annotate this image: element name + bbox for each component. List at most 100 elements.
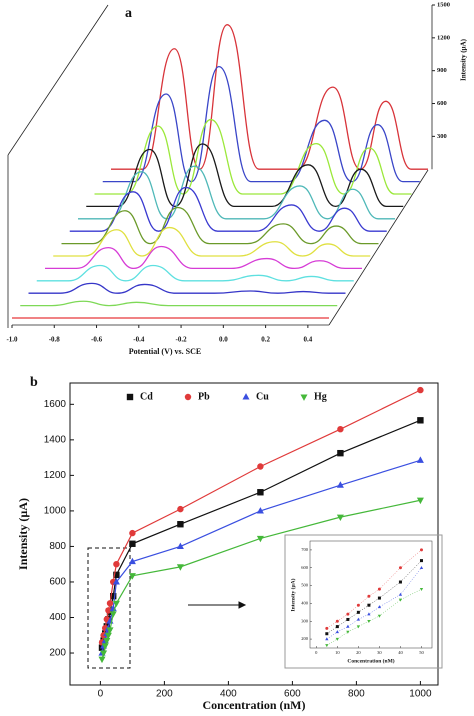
y-tick-label: 400 xyxy=(49,612,66,623)
marker xyxy=(398,580,402,584)
marker xyxy=(419,548,423,552)
x-tick-label: -0.4 xyxy=(133,336,145,344)
y-tick-label: 1000 xyxy=(44,506,67,517)
marker xyxy=(101,643,109,650)
marker xyxy=(176,542,184,549)
marker xyxy=(113,571,120,579)
x-tick-label: 200 xyxy=(156,689,173,700)
marker xyxy=(176,564,184,571)
marker xyxy=(377,614,382,618)
legend-marker xyxy=(184,393,192,401)
inset-y-tick-label: 700 xyxy=(301,547,309,552)
marker xyxy=(103,638,111,645)
legend-label: Pb xyxy=(198,391,210,402)
panel-b: 0 200 400 600 800 100020040060080010001200140… xyxy=(16,375,433,712)
marker xyxy=(419,559,423,563)
fit-line xyxy=(326,560,422,634)
y-tick-label: 300 xyxy=(437,133,447,140)
inset-x-axis-label: Concentration (nM) xyxy=(347,657,394,664)
marker xyxy=(417,386,424,394)
inset-y-tick-label: 300 xyxy=(301,618,309,623)
legend-label: Hg xyxy=(314,391,327,402)
marker xyxy=(398,566,402,570)
legend-marker xyxy=(300,394,308,401)
x-tick-label: 800 xyxy=(348,689,365,700)
back-wall-edge xyxy=(7,4,109,156)
marker xyxy=(377,605,382,609)
marker xyxy=(112,578,120,585)
arrow-head xyxy=(238,601,247,609)
inset-y-tick-label: 400 xyxy=(301,600,309,605)
inset: 0 10 20 30 40 50 200 300 400 500 600 700 Concentrati… xyxy=(289,540,433,664)
marker xyxy=(325,632,329,636)
x-tick-label: -1.0 xyxy=(6,336,18,344)
x-tick-label: -0.8 xyxy=(49,336,61,344)
plot-frame xyxy=(69,382,439,686)
marker xyxy=(109,611,117,618)
spectrum-line xyxy=(53,226,371,257)
x-tick-label: 1000 xyxy=(409,689,432,700)
marker xyxy=(398,598,403,602)
spectrum-line xyxy=(45,245,362,270)
marker xyxy=(128,573,136,580)
x-tick-label: 0.0 xyxy=(219,336,228,344)
spectrum-line xyxy=(111,24,428,170)
marker xyxy=(129,529,136,537)
marker xyxy=(416,497,424,505)
marker xyxy=(419,587,424,591)
marker xyxy=(256,535,264,543)
spectrum-line xyxy=(102,66,420,183)
inset-y-axis-label: Intensity (µA) xyxy=(289,578,296,611)
inset-x-tick-label: 50 xyxy=(419,650,424,655)
marker xyxy=(129,540,136,547)
marker xyxy=(100,650,108,657)
x-tick-label: 400 xyxy=(220,689,237,700)
marker xyxy=(335,630,339,634)
y-tick-label: 1600 xyxy=(44,399,67,410)
inset-frame xyxy=(284,534,443,669)
marker xyxy=(356,603,360,607)
marker xyxy=(356,610,360,614)
spectrum-line xyxy=(28,282,346,294)
x-tick-label: -0.6 xyxy=(91,336,103,344)
marker xyxy=(335,637,339,641)
marker xyxy=(98,656,106,664)
y-tick-label: 200 xyxy=(49,648,66,659)
fit-line xyxy=(326,549,422,629)
marker xyxy=(419,565,424,569)
x-axis-label: Concentration (nM) xyxy=(203,698,306,712)
marker xyxy=(337,425,344,433)
spectrum-line xyxy=(69,186,387,232)
y-axis-label: Intensity (µA) xyxy=(460,38,468,81)
spectrum-line xyxy=(61,206,379,245)
inset-y-tick-label: 200 xyxy=(301,636,309,641)
marker xyxy=(346,612,350,616)
y-tick-label: 900 xyxy=(437,67,447,74)
marker xyxy=(346,617,350,621)
panel-label: b xyxy=(30,375,38,390)
marker xyxy=(113,561,120,568)
inset-x-tick-label: 40 xyxy=(398,650,403,655)
marker xyxy=(367,603,371,607)
spectrum-line xyxy=(86,143,404,208)
x-tick-label: 0.4 xyxy=(303,336,312,344)
y-axis-label: Intensity (µA) xyxy=(16,498,30,570)
spectrum-line xyxy=(94,118,412,195)
legend-label: Cd xyxy=(140,391,153,402)
marker xyxy=(257,463,264,470)
marker xyxy=(257,489,264,496)
y-tick-label: 1400 xyxy=(44,434,67,445)
marker xyxy=(377,596,381,600)
floor-edge xyxy=(328,169,429,326)
marker xyxy=(104,632,112,640)
marker xyxy=(377,587,381,591)
x-tick-label: 0 xyxy=(98,689,104,700)
marker xyxy=(346,624,350,628)
marker xyxy=(177,505,184,513)
y-tick-label: 600 xyxy=(437,100,447,107)
x-axis-label: Potential (V) vs. SCE xyxy=(129,347,201,356)
marker xyxy=(367,612,371,616)
fit-line xyxy=(326,588,422,646)
y-tick-label: 1200 xyxy=(437,34,450,41)
